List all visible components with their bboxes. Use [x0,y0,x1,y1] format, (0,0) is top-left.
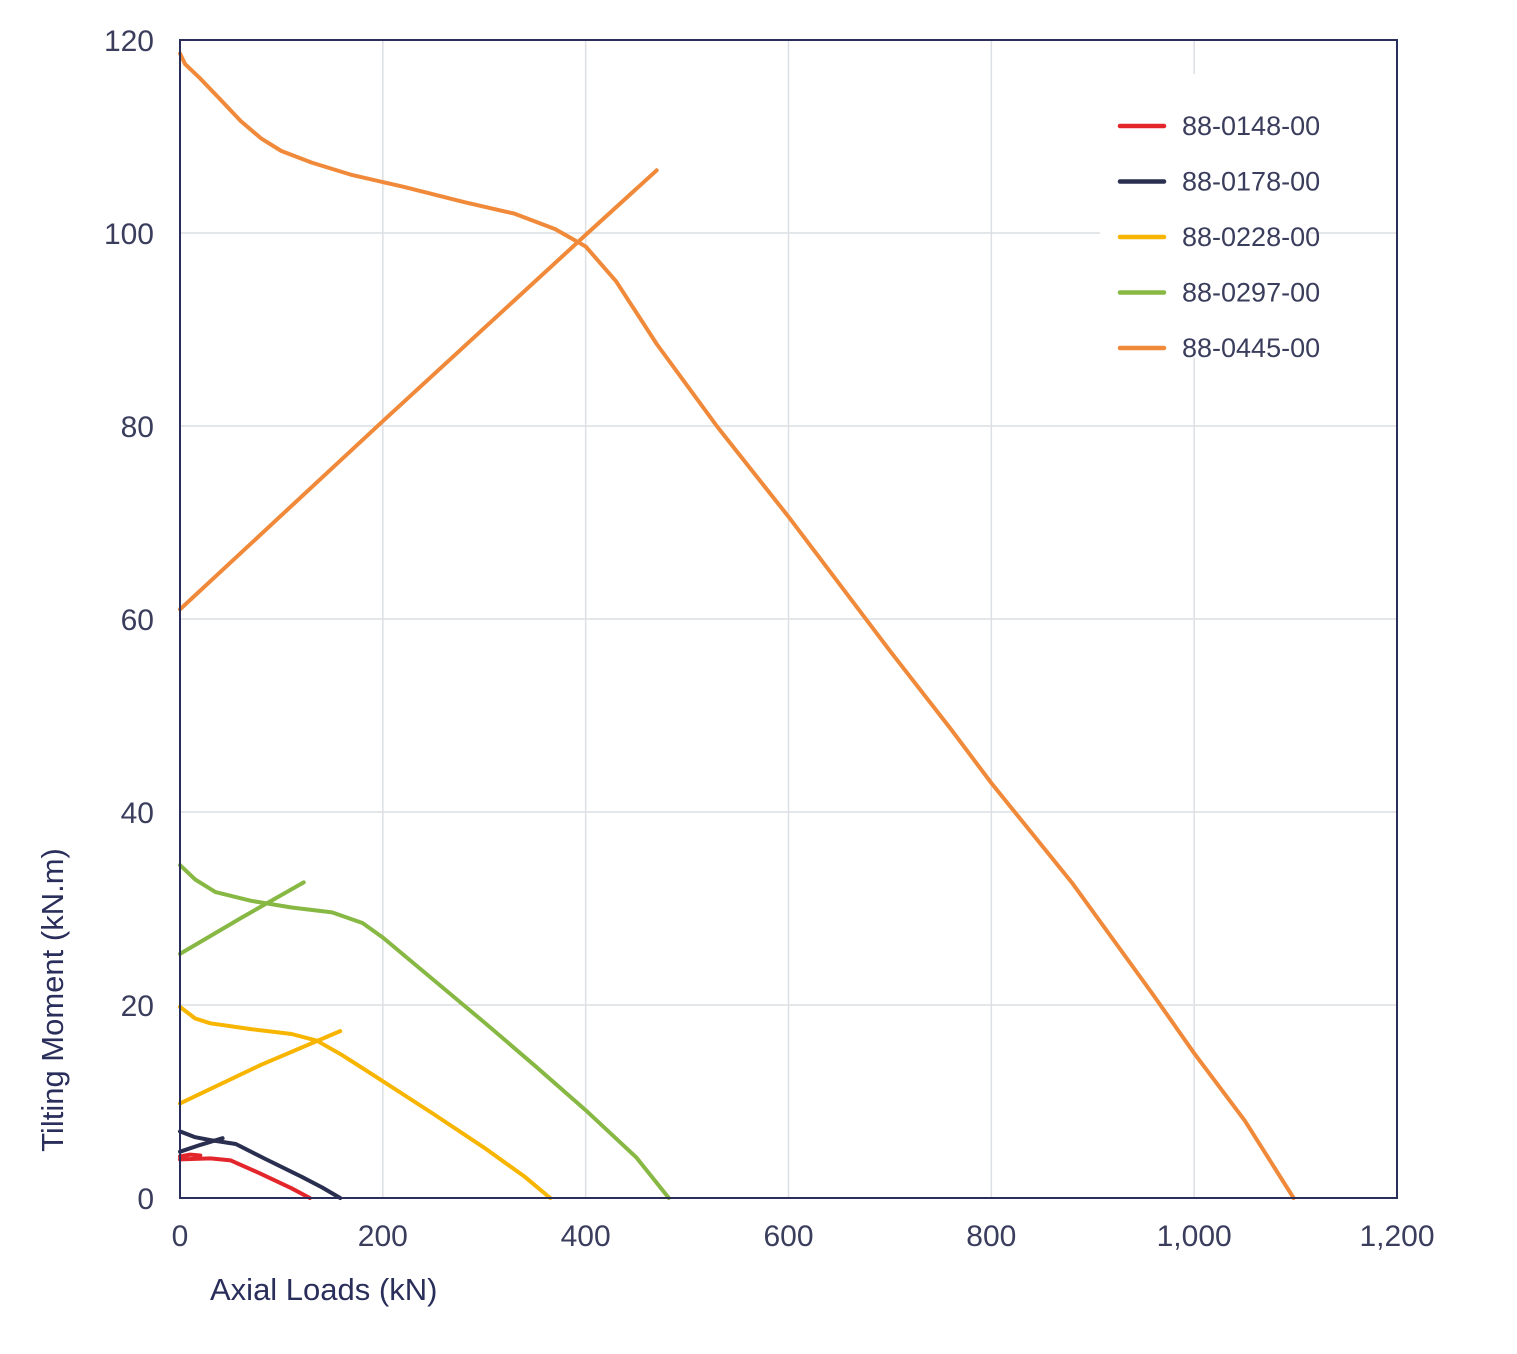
x-axis-title: Axial Loads (kN) [210,1272,437,1307]
y-axis-ticks: 0 20 40 60 80 100 120 [104,25,154,1216]
legend-label: 88-0178-00 [1182,167,1320,197]
series-line-88-0297-00 [178,880,306,956]
x-tick-label: 0 [172,1220,189,1253]
legend-label: 88-0148-00 [1182,111,1320,141]
series-line-88-0228-00 [178,1004,553,1200]
series-line-88-0445-00 [178,168,659,612]
legend-label: 88-0445-00 [1182,333,1320,363]
series-line-88-0148-00 [178,1156,312,1200]
x-tick-label: 400 [561,1220,611,1253]
y-tick-label: 60 [121,604,154,637]
x-tick-label: 1,200 [1359,1220,1434,1253]
legend: 88-0148-00 88-0178-00 88-0228-00 88-0297-00… [1100,74,1320,363]
plot-area-border [179,39,1398,1199]
legend-label: 88-0228-00 [1182,222,1320,252]
x-tick-label: 800 [966,1220,1016,1253]
series-lines [178,51,1296,1200]
series-line-88-0445-00 [178,51,1296,1200]
series-line-88-0228-00 [178,1029,343,1106]
x-tick-label: 200 [358,1220,408,1253]
legend-label: 88-0297-00 [1182,278,1320,308]
y-tick-label: 100 [104,218,154,251]
x-tick-label: 600 [763,1220,813,1253]
x-tick-label: 1,000 [1157,1220,1232,1253]
y-tick-label: 20 [121,990,154,1023]
y-axis-title: Tilting Moment (kN.m) [35,848,70,1152]
y-tick-label: 80 [121,411,154,444]
series-line-88-0297-00 [178,863,671,1200]
legend-background [1100,74,1310,358]
y-tick-label: 40 [121,797,154,830]
y-tick-label: 120 [104,25,154,58]
y-tick-label: 0 [137,1183,154,1216]
series-line-88-0178-00 [178,1129,343,1200]
x-axis-ticks: 0 200 400 600 800 1,000 1,200 [172,1220,1435,1253]
series-line-88-0148-00 [178,1152,203,1159]
